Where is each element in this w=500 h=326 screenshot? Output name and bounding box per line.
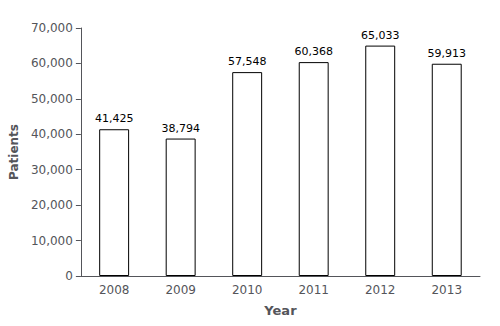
svg-text:41,425: 41,425 [95, 112, 134, 125]
svg-text:59,913: 59,913 [427, 47, 466, 60]
svg-text:70,000: 70,000 [31, 21, 73, 35]
svg-text:Year: Year [263, 303, 297, 318]
svg-text:30,000: 30,000 [31, 163, 73, 177]
svg-text:20,000: 20,000 [31, 198, 73, 212]
svg-text:60,368: 60,368 [294, 45, 333, 58]
svg-text:38,794: 38,794 [161, 122, 200, 135]
svg-text:40,000: 40,000 [31, 127, 73, 141]
svg-text:0: 0 [65, 269, 73, 283]
svg-text:2011: 2011 [298, 283, 329, 297]
svg-text:57,548: 57,548 [228, 55, 267, 68]
svg-text:Patients: Patients [7, 124, 21, 180]
svg-text:2008: 2008 [99, 283, 130, 297]
svg-text:2012: 2012 [365, 283, 396, 297]
svg-text:50,000: 50,000 [31, 92, 73, 106]
svg-text:2013: 2013 [431, 283, 462, 297]
svg-text:65,033: 65,033 [361, 29, 400, 42]
svg-text:60,000: 60,000 [31, 56, 73, 70]
svg-text:2010: 2010 [232, 283, 263, 297]
svg-text:10,000: 10,000 [31, 234, 73, 248]
svg-text:2009: 2009 [165, 283, 196, 297]
